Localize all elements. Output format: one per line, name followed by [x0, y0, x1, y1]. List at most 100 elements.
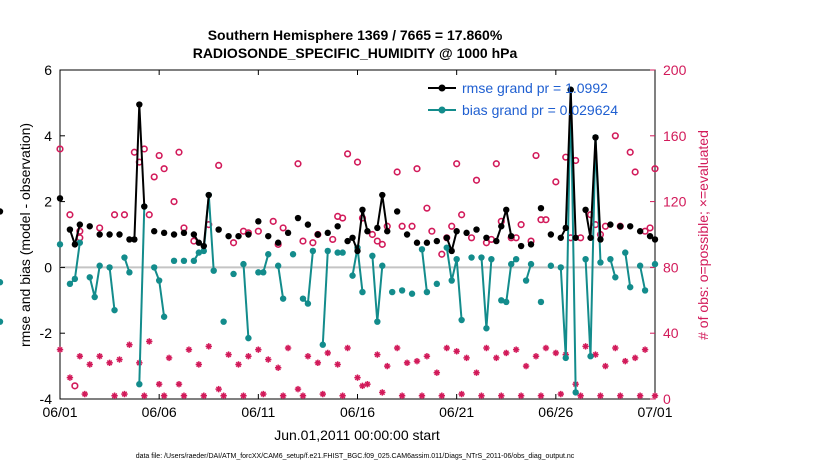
bias-point	[498, 297, 505, 304]
obs-possible-point	[66, 211, 74, 219]
rmse-point	[235, 232, 242, 240]
obs-evaluated-point	[274, 364, 282, 371]
obs-evaluated-point	[146, 338, 153, 345]
obs-evaluated-point	[503, 349, 510, 357]
obs-possible-point	[229, 239, 238, 247]
rmse-point	[374, 224, 381, 232]
rmse-point	[527, 241, 535, 248]
obs-evaluated-point	[185, 346, 193, 353]
rmse-point	[473, 226, 480, 233]
bias-point	[324, 247, 331, 255]
bias-point	[180, 257, 188, 265]
obs-possible-point	[517, 221, 525, 229]
rmse-point	[71, 241, 79, 248]
obs-evaluated-point	[324, 349, 331, 357]
plot-area	[59, 69, 656, 400]
bias-point	[651, 260, 659, 268]
bias-point	[210, 267, 217, 274]
rmse-point	[364, 228, 371, 235]
bias-point	[334, 249, 341, 256]
x-tick-label: 06/11	[241, 404, 275, 420]
bias-point	[587, 353, 594, 360]
obs-evaluated-point	[359, 382, 366, 390]
obs-evaluated-point	[200, 392, 207, 399]
footer-data-file: data file: /Users/raeder/DAI/ATM_forcXX/…	[136, 453, 575, 460]
obs-evaluated-point	[612, 344, 619, 352]
rmse-point	[344, 237, 351, 245]
obs-possible-point	[299, 237, 307, 245]
obs-possible-point	[155, 151, 163, 160]
obs-evaluated-point	[602, 362, 609, 370]
obs-evaluated-point	[631, 354, 639, 362]
obs-evaluated-point	[344, 344, 351, 352]
bias-point	[240, 260, 247, 268]
obs-possible-point	[373, 237, 381, 245]
x-axis-label: Jun.01,2011 00:00:00 start	[274, 427, 440, 443]
obs-possible-point	[110, 211, 119, 219]
bias-point	[76, 239, 84, 246]
bias-point	[423, 288, 431, 296]
bias-point	[96, 262, 103, 269]
obs-possible-point	[339, 214, 347, 222]
bias-point	[418, 246, 426, 253]
rmse-point	[582, 206, 589, 214]
obs-possible-point	[353, 158, 362, 166]
bias-point	[91, 293, 98, 301]
obs-evaluated-point	[537, 392, 545, 399]
obs-evaluated-point	[116, 356, 123, 363]
obs-evaluated-point	[160, 392, 168, 399]
y-tick-label: 4	[44, 128, 52, 144]
bias-point	[468, 254, 475, 261]
obs-possible-point	[239, 227, 248, 235]
obs-evaluated-point	[374, 351, 381, 358]
obs-possible-point	[215, 161, 223, 170]
bias-point	[448, 277, 455, 284]
rmse-point	[116, 231, 123, 238]
rmse-point	[517, 242, 525, 250]
rmse-point	[190, 231, 198, 238]
bias-line-segment	[421, 249, 428, 293]
rmse-point	[443, 234, 450, 241]
obs-evaluated-point	[403, 359, 411, 367]
obs-evaluated-point	[279, 392, 287, 399]
obs-possible-point	[458, 211, 466, 219]
y-axis-left: -4 -2 0 2 4 6	[40, 62, 65, 407]
obs-possible-point	[160, 165, 168, 173]
legend-rmse-label: rmse grand pr = 1.0992	[462, 80, 608, 96]
bias-point	[126, 269, 133, 276]
bias-point	[274, 262, 282, 269]
rmse-point	[354, 247, 361, 255]
bias-point	[537, 298, 545, 306]
bias-point	[265, 251, 272, 258]
obs-evaluated-point	[76, 353, 84, 360]
rmse-point	[503, 206, 510, 214]
bias-point	[255, 269, 262, 276]
rmse-point	[646, 232, 654, 240]
obs-evaluated-point	[498, 392, 505, 399]
obs-evaluated-point	[96, 353, 103, 360]
obs-possible-point	[269, 217, 277, 225]
obs-evaluated-point	[463, 354, 470, 362]
y-right-tick-label: 120	[663, 194, 687, 210]
x-tick-label: 06/01	[42, 404, 77, 420]
obs-evaluated-point	[339, 392, 346, 399]
rmse-line-segment	[495, 209, 513, 242]
obs-evaluated-point	[641, 346, 649, 353]
obs-evaluated-point	[180, 392, 188, 399]
rmse-point	[195, 239, 203, 246]
obs-evaluated-point	[379, 389, 386, 396]
bias-point	[478, 254, 485, 261]
rmse-point	[547, 231, 555, 238]
rmse-point	[151, 228, 158, 235]
bias-point	[195, 249, 203, 256]
rmse-point	[215, 226, 222, 233]
bias-point	[230, 270, 237, 278]
bias-point	[86, 274, 93, 281]
obs-evaluated-point	[418, 392, 426, 399]
obs-evaluated-point	[483, 344, 490, 352]
obs-possible-point	[472, 176, 481, 184]
rmse-point	[66, 226, 74, 233]
obs-evaluated-point	[220, 392, 227, 399]
bias-point	[627, 283, 634, 291]
